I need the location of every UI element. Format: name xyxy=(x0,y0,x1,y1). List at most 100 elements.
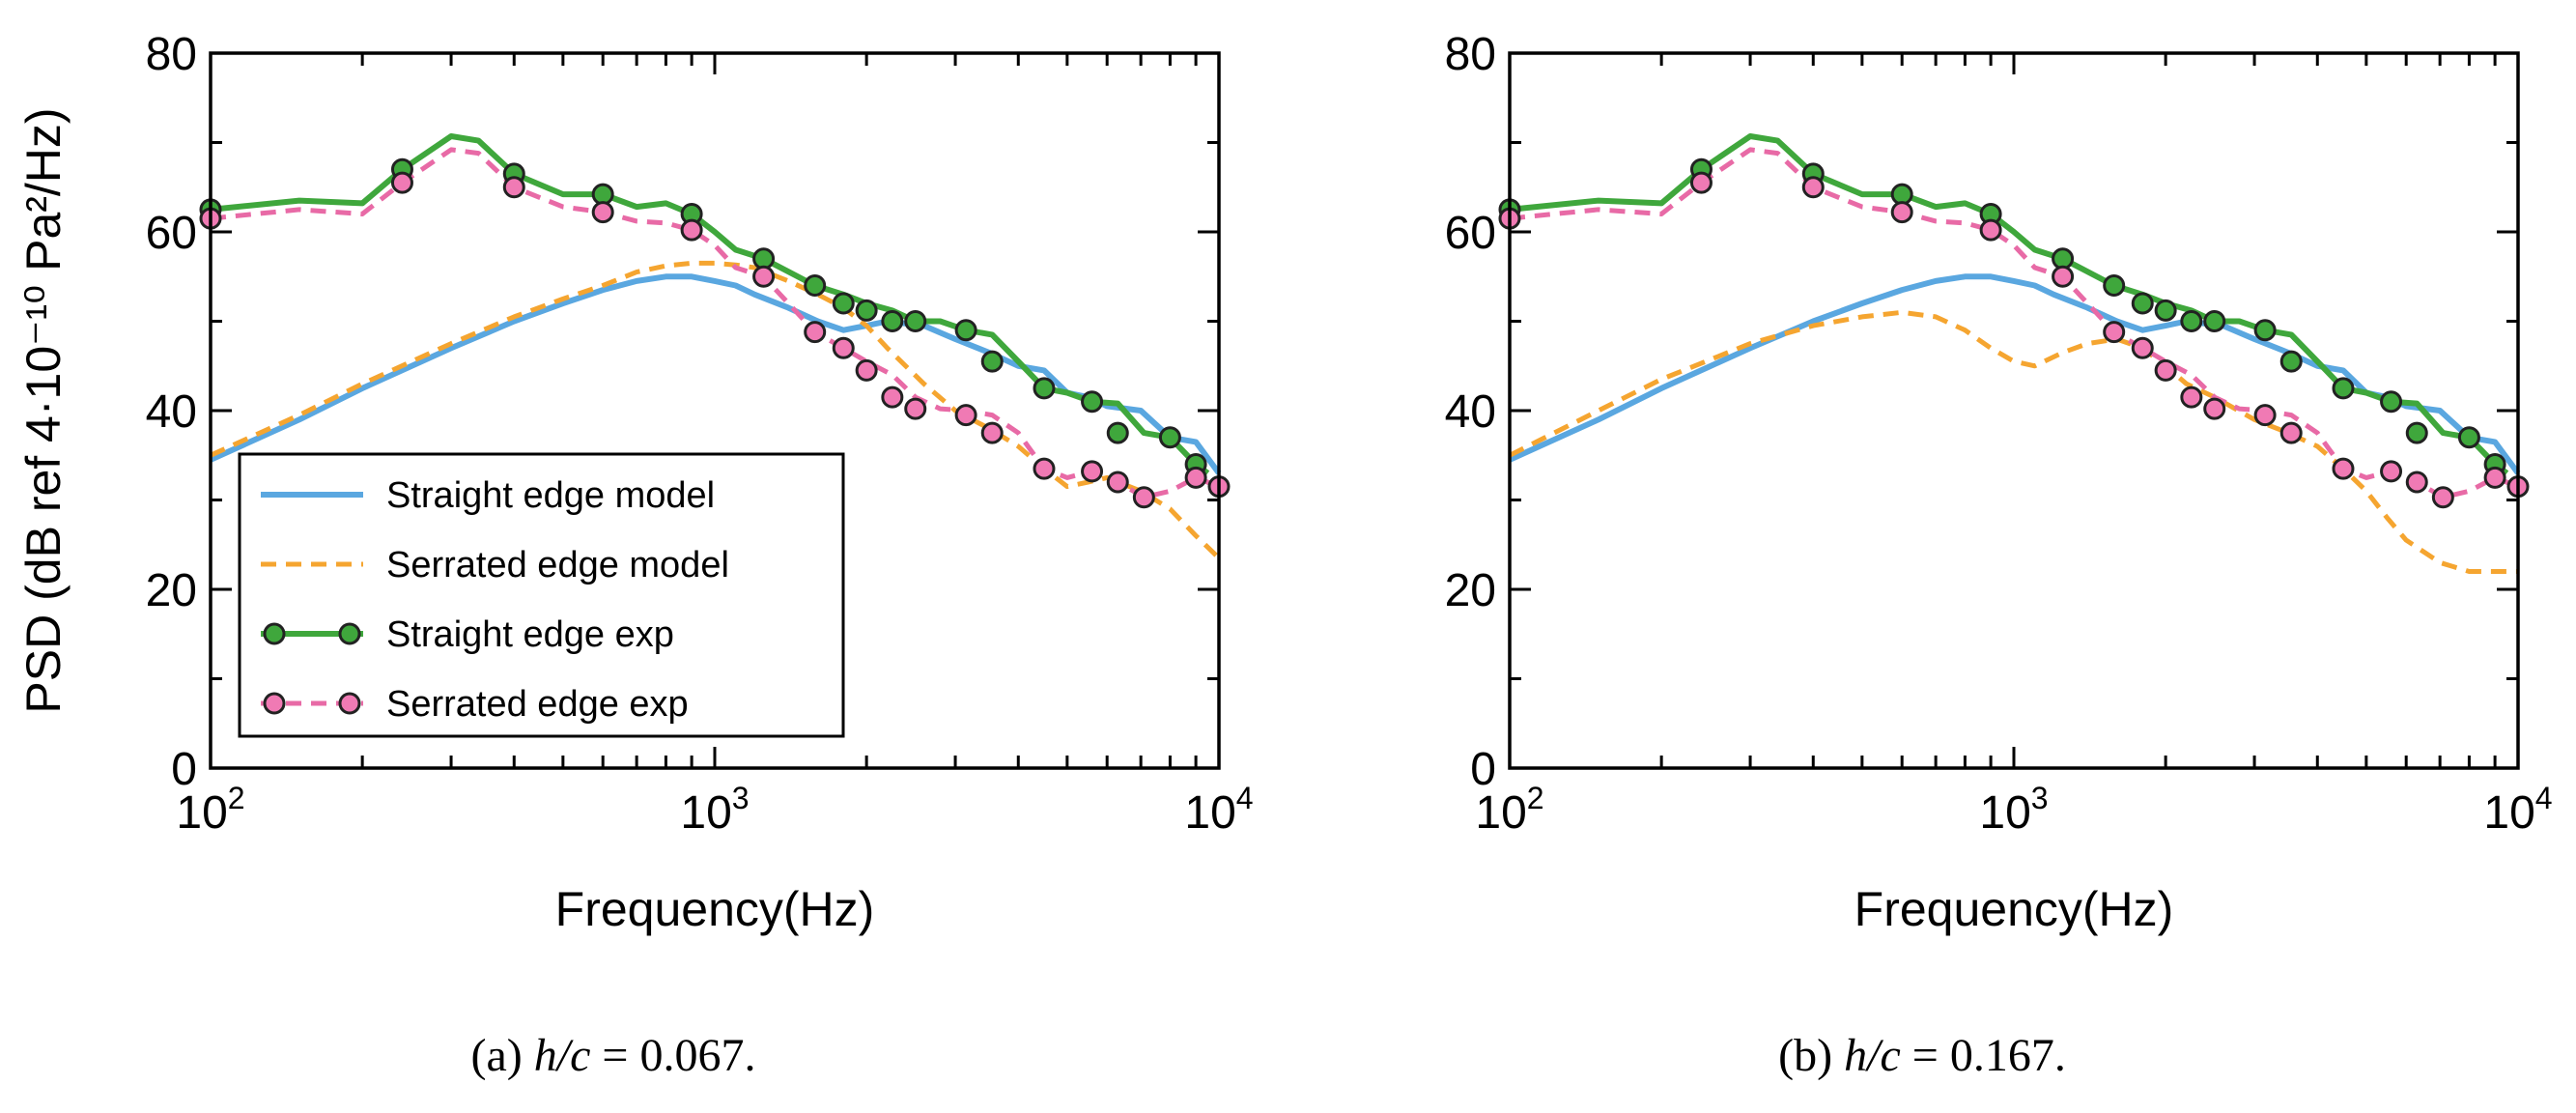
y-tick-label: 40 xyxy=(1445,386,1496,438)
marker-serrated-edge-exp xyxy=(881,385,904,409)
marker-serrated-edge-exp xyxy=(591,201,614,224)
y-tick-label: 0 xyxy=(1470,744,1496,795)
marker-straight-edge-exp xyxy=(2154,299,2177,322)
marker-straight-edge-exp xyxy=(954,319,977,342)
y-tick-label: 40 xyxy=(146,386,197,438)
marker-serrated-edge-exp xyxy=(1081,460,1104,483)
marker-straight-edge-exp xyxy=(2405,421,2428,444)
x-axis-title: Frequency(Hz) xyxy=(555,882,875,936)
marker-serrated-edge-exp xyxy=(2131,336,2154,359)
marker-serrated-edge-exp xyxy=(2405,471,2428,494)
legend-label: Straight edge model xyxy=(386,475,715,516)
marker-serrated-edge-exp xyxy=(1132,486,1155,509)
marker-straight-edge-exp xyxy=(2131,292,2154,315)
x-tick-label: 103 xyxy=(680,781,749,839)
marker-serrated-edge-exp xyxy=(954,404,977,427)
panel-b: 0 20 40 60 80 102 103 104 Frequency(Hz) (b) h/c =… xyxy=(1445,29,2553,1081)
marker-serrated-edge-exp xyxy=(2154,358,2177,382)
y-axis-title: PSD (dB ref 4·10⁻¹⁰ Pa²/Hz) xyxy=(16,107,71,713)
marker-serrated-edge-exp xyxy=(2103,321,2126,344)
marker-straight-edge-exp xyxy=(1158,426,1181,449)
marker-serrated-edge-exp xyxy=(2052,265,2075,288)
series-line-straight-edge-exp xyxy=(210,133,1210,476)
x-tick-label: 104 xyxy=(2483,781,2552,839)
marker-serrated-edge-exp xyxy=(2180,385,2203,409)
panel-caption: (a) h/c = 0.067. xyxy=(471,1030,756,1081)
marker-serrated-edge-exp xyxy=(980,421,1004,444)
marker-serrated-edge-exp xyxy=(2332,457,2355,480)
series-line-straight-edge-exp xyxy=(1509,133,2509,476)
y-tick-label: 60 xyxy=(146,208,197,259)
marker-serrated-edge-exp xyxy=(2431,486,2454,509)
series-line-straight-edge-model xyxy=(209,273,1222,475)
legend-label: Straight edge exp xyxy=(386,614,674,655)
series-line-serrated-edge-model xyxy=(1508,309,2518,574)
y-tick-label: 20 xyxy=(146,565,197,616)
y-tick-label: 60 xyxy=(1445,208,1496,259)
legend-marker xyxy=(263,692,286,715)
marker-straight-edge-exp xyxy=(881,310,904,332)
legend-box xyxy=(238,452,845,738)
marker-serrated-edge-exp xyxy=(2203,397,2226,420)
marker-straight-edge-exp xyxy=(2457,426,2480,449)
marker-straight-edge-exp xyxy=(2103,274,2126,297)
marker-serrated-edge-exp xyxy=(855,358,878,382)
legend-label: Serrated edge exp xyxy=(386,684,689,725)
plot-frame xyxy=(209,51,1221,770)
marker-serrated-edge-exp xyxy=(804,321,827,344)
legend: Straight edge model Serrated edge model St… xyxy=(238,452,845,738)
marker-serrated-edge-exp xyxy=(832,336,855,359)
marker-serrated-edge-exp xyxy=(2380,460,2403,483)
marker-serrated-edge-exp xyxy=(904,397,927,420)
marker-serrated-edge-exp xyxy=(1689,171,1713,194)
y-tick-label: 80 xyxy=(1445,29,1496,80)
marker-straight-edge-exp xyxy=(980,350,1004,373)
marker-serrated-edge-exp xyxy=(502,176,525,199)
legend-marker xyxy=(338,692,361,715)
marker-serrated-edge-exp xyxy=(1184,466,1207,489)
marker-serrated-edge-exp xyxy=(1801,176,1825,199)
marker-straight-edge-exp xyxy=(804,274,827,297)
x-tick-label: 103 xyxy=(1979,781,2048,839)
marker-straight-edge-exp xyxy=(1081,390,1104,414)
marker-serrated-edge-exp xyxy=(1890,201,1913,224)
marker-serrated-edge-exp xyxy=(752,265,776,288)
x-tick-label: 104 xyxy=(1184,781,1253,839)
series-line-straight-edge-model xyxy=(1508,273,2521,475)
legend-marker xyxy=(263,622,286,645)
panel-a: 0 20 40 60 80 102 103 104 Frequency(Hz) (a) h/c =… xyxy=(16,29,1254,1081)
markers-group xyxy=(1498,157,2530,509)
marker-straight-edge-exp xyxy=(1106,421,1129,444)
x-tick-label: 102 xyxy=(176,781,244,839)
marker-straight-edge-exp xyxy=(904,310,927,332)
marker-straight-edge-exp xyxy=(2253,319,2277,342)
marker-serrated-edge-exp xyxy=(2483,466,2506,489)
panel-caption: (b) h/c = 0.167. xyxy=(1778,1030,2066,1081)
marker-straight-edge-exp xyxy=(832,292,855,315)
marker-serrated-edge-exp xyxy=(680,218,703,242)
marker-serrated-edge-exp xyxy=(1979,218,2002,242)
marker-straight-edge-exp xyxy=(2203,310,2226,332)
plot-frame xyxy=(1508,51,2520,770)
legend-marker xyxy=(338,622,361,645)
marker-straight-edge-exp xyxy=(2332,377,2355,400)
marker-serrated-edge-exp xyxy=(2253,404,2277,427)
marker-serrated-edge-exp xyxy=(2279,421,2303,444)
y-tick-label: 80 xyxy=(146,29,197,80)
marker-serrated-edge-exp xyxy=(390,171,413,194)
x-axis-title: Frequency(Hz) xyxy=(1854,882,2174,936)
marker-serrated-edge-exp xyxy=(1033,457,1056,480)
markers-group xyxy=(199,157,1231,509)
marker-straight-edge-exp xyxy=(2180,310,2203,332)
legend-label: Serrated edge model xyxy=(386,545,729,585)
marker-straight-edge-exp xyxy=(2279,350,2303,373)
y-tick-label: 20 xyxy=(1445,565,1496,616)
series-group xyxy=(1508,133,2521,574)
marker-serrated-edge-exp xyxy=(1106,471,1129,494)
axis-ticks xyxy=(1508,51,2518,770)
x-tick-label: 102 xyxy=(1475,781,1543,839)
y-tick-label: 0 xyxy=(171,744,197,795)
marker-straight-edge-exp xyxy=(1033,377,1056,400)
marker-straight-edge-exp xyxy=(855,299,878,322)
